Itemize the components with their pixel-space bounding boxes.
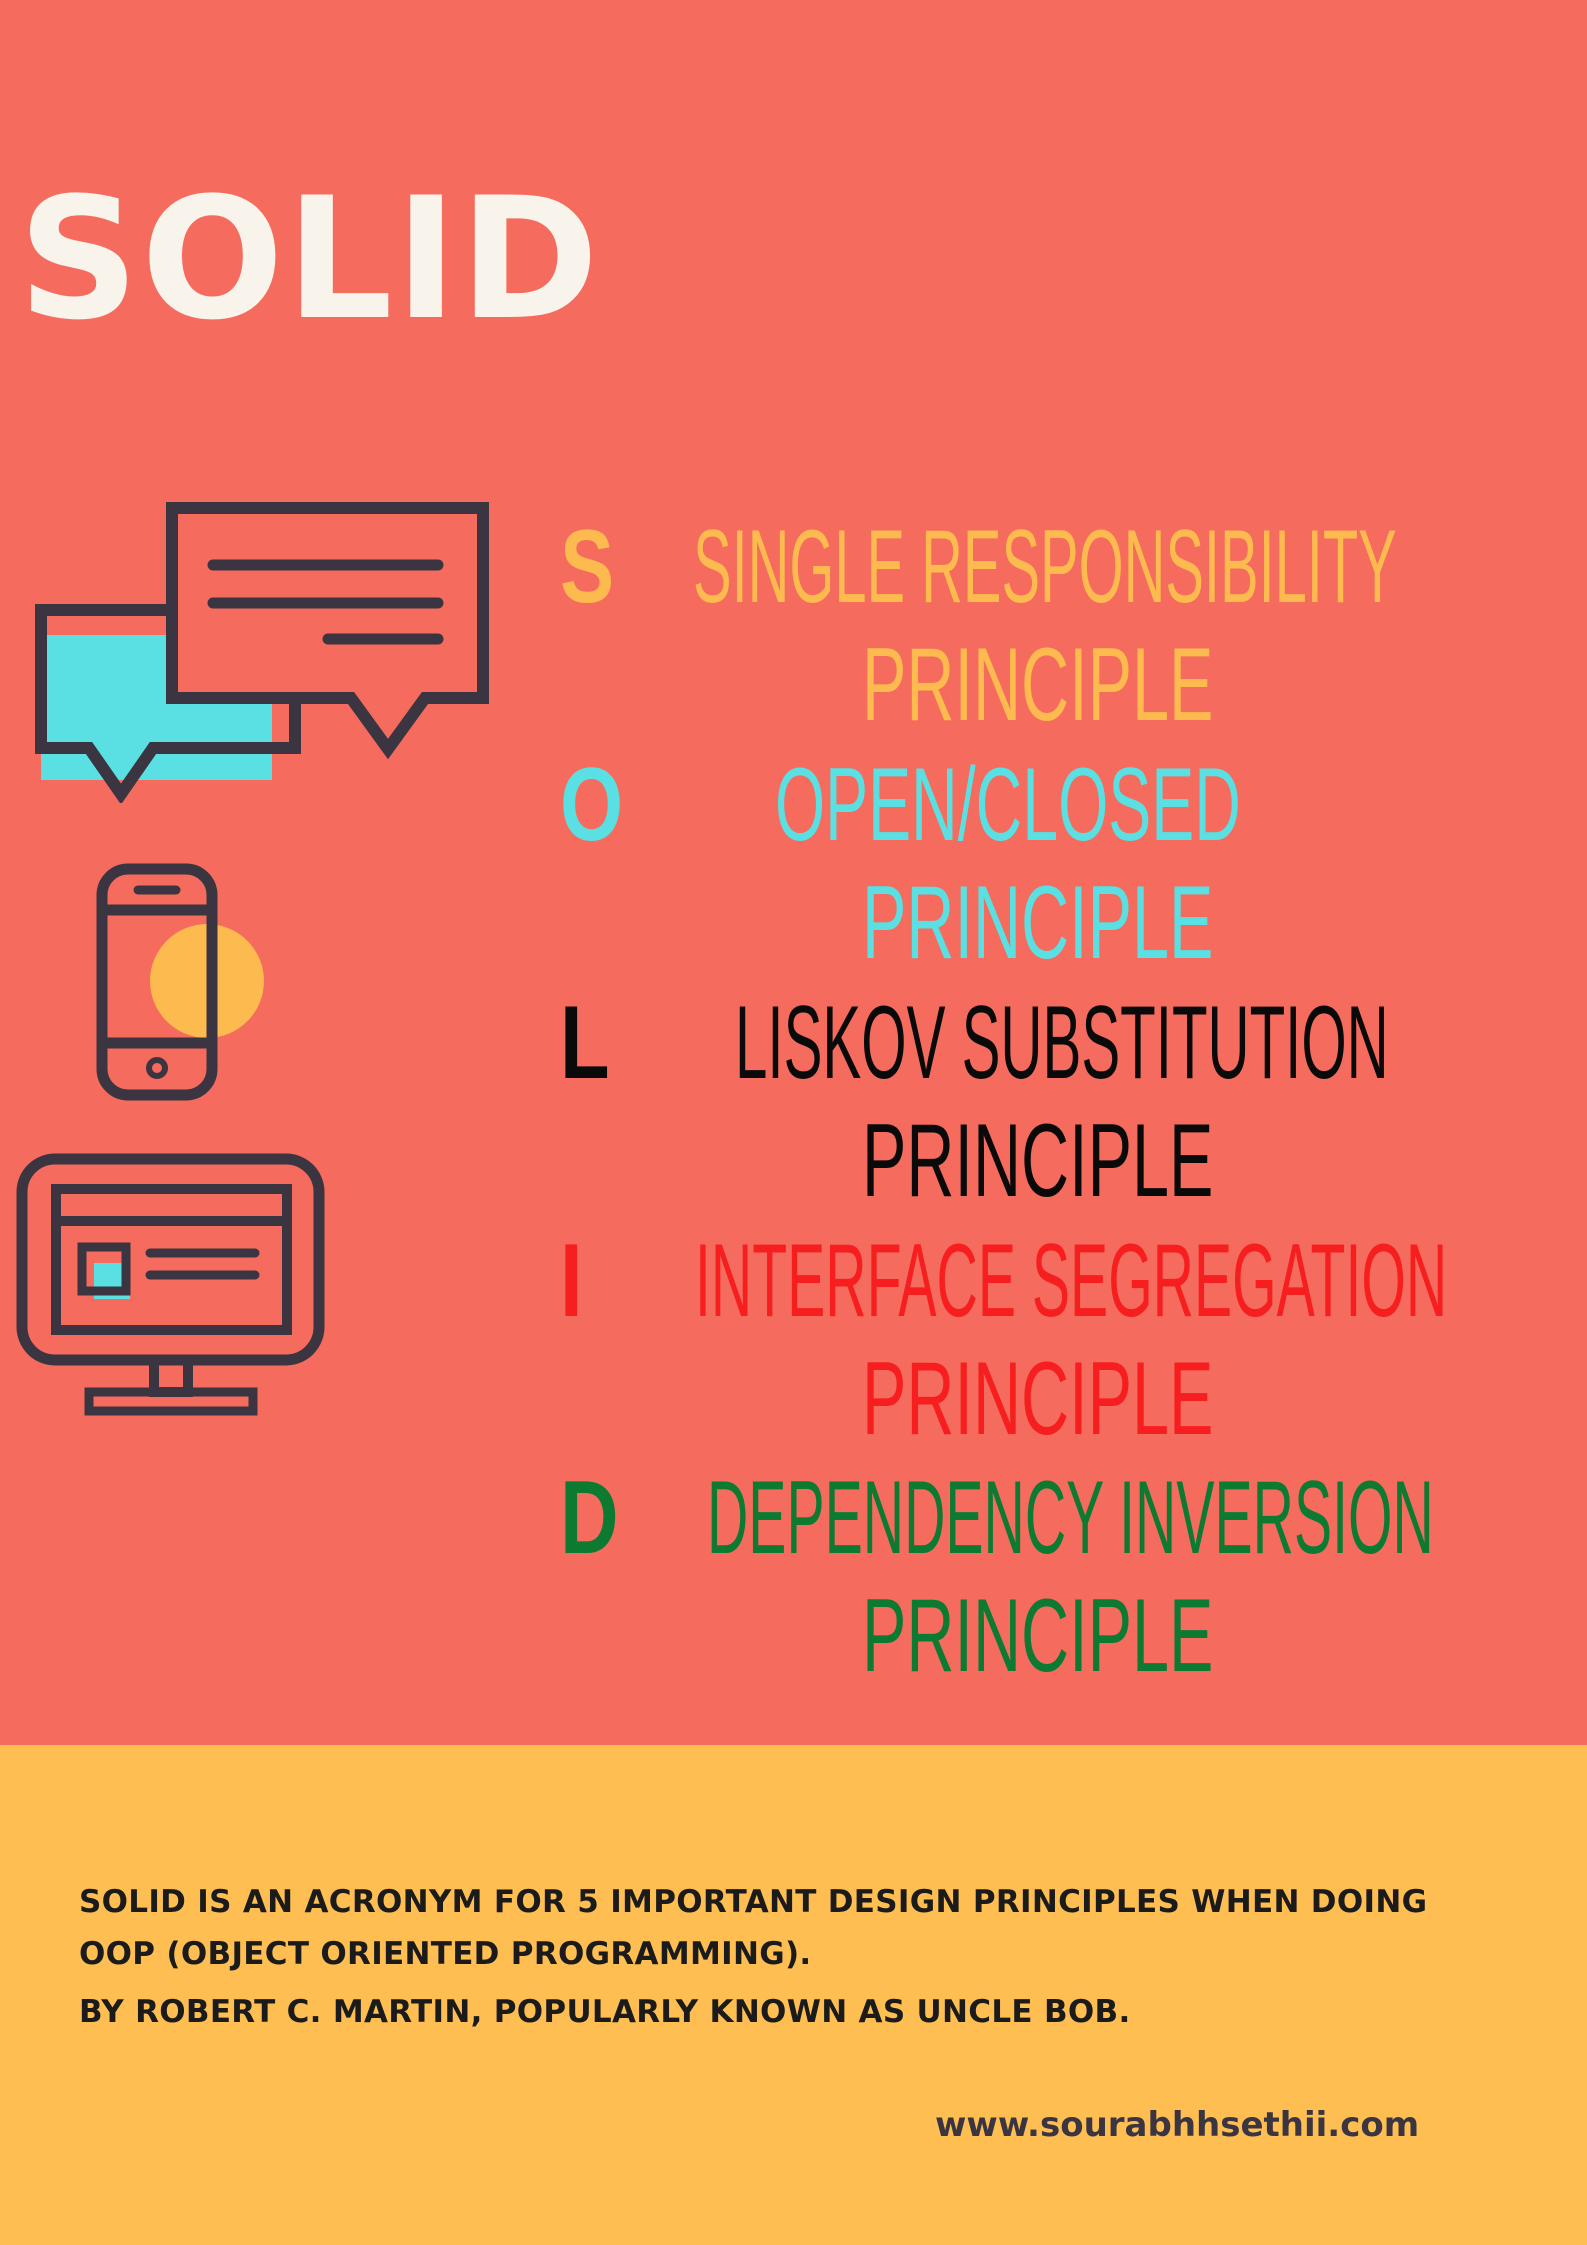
chat-bubbles-icon: [35, 502, 489, 803]
principle-suffix: PRINCIPLE: [862, 627, 1214, 743]
principle-letter: L: [560, 985, 610, 1101]
page-title: SOLID: [18, 161, 601, 357]
footer-author-line: BY ROBERT C. MARTIN, POPULARLY KNOWN AS …: [79, 1994, 1131, 2030]
principle-suffix: PRINCIPLE: [862, 1103, 1214, 1219]
principle-letter: D: [560, 1460, 619, 1576]
principle-i: I INTERFACE SEGREGATION PRINCIPLE: [560, 1222, 1570, 1458]
smartphone-icon: [96, 863, 264, 1101]
principle-letter: I: [560, 1223, 583, 1339]
top-panel: [0, 0, 1587, 1745]
principle-s: S SINGLE RESPONSIBILITY PRINCIPLE: [560, 508, 1570, 744]
principle-name: OPEN/CLOSED: [775, 747, 1241, 863]
principle-name: LISKOV SUBSTITUTION: [735, 985, 1389, 1101]
principle-l: L LISKOV SUBSTITUTION PRINCIPLE: [560, 984, 1570, 1220]
principle-suffix: PRINCIPLE: [862, 1578, 1214, 1694]
principle-name: INTERFACE SEGREGATION: [695, 1223, 1448, 1339]
principle-name: SINGLE RESPONSIBILITY: [693, 509, 1397, 625]
website-link[interactable]: www.sourabhhsethii.com: [935, 2105, 1420, 2145]
principle-name: DEPENDENCY INVERSION: [707, 1460, 1434, 1576]
footer-description-line-2: OOP (OBJECT ORIENTED PROGRAMMING).: [79, 1936, 812, 1972]
principle-o: O OPEN/CLOSED PRINCIPLE: [560, 746, 1570, 982]
bottom-panel: [0, 1745, 1587, 2245]
principle-d: D DEPENDENCY INVERSION PRINCIPLE: [560, 1459, 1570, 1695]
principle-letter: S: [560, 509, 615, 625]
footer-description-line-1: SOLID IS AN ACRONYM FOR 5 IMPORTANT DESI…: [79, 1884, 1428, 1920]
principle-letter: O: [560, 747, 624, 863]
desktop-monitor-icon: [16, 1153, 325, 1416]
principle-suffix: PRINCIPLE: [862, 1341, 1214, 1457]
principle-suffix: PRINCIPLE: [862, 865, 1214, 981]
